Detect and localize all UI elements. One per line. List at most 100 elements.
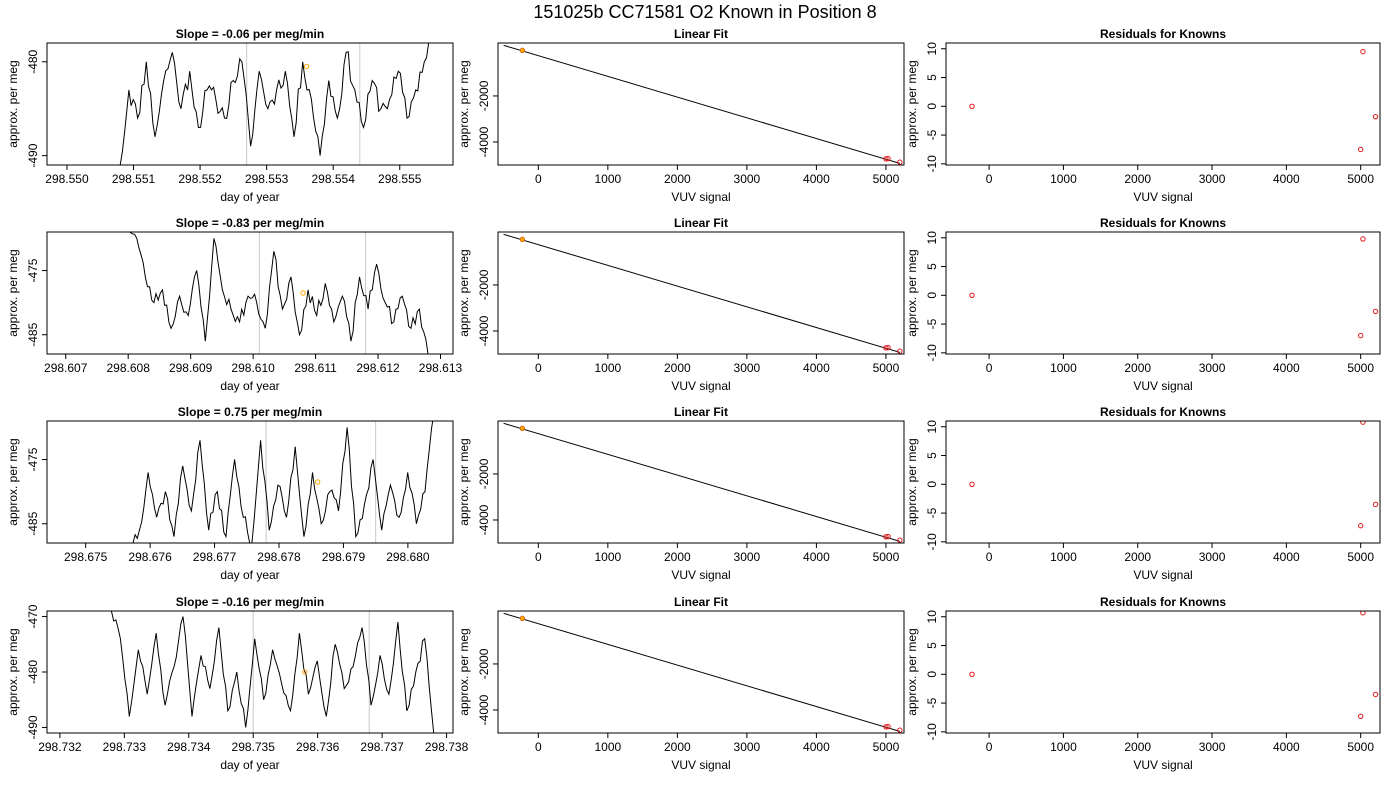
y-tick-label: 5	[925, 452, 939, 459]
data-point	[883, 156, 889, 162]
data-point	[1372, 691, 1379, 698]
x-axis-label: day of year	[220, 568, 279, 582]
panel-title: Slope = -0.83 per meg/min	[176, 216, 324, 230]
data-point	[1357, 332, 1364, 339]
x-tick-label: 0	[986, 550, 993, 564]
x-tick-label: 298.738	[425, 740, 469, 754]
x-axis-label: VUV signal	[1133, 379, 1192, 393]
y-tick-label: -485	[26, 322, 40, 346]
x-tick-label: 298.551	[112, 172, 156, 186]
y-tick-label: 0	[925, 103, 939, 110]
x-tick-label: 298.608	[107, 361, 151, 375]
panel-linear-fit-row4: Linear Fit 0 1000 2000 3000 4000 5000 -2000 -400…	[457, 595, 905, 772]
x-tick-label: 0	[986, 740, 993, 754]
y-tick-label: 10	[925, 420, 939, 434]
x-tick-label: 5000	[1347, 172, 1374, 186]
panel-residuals-row3: Residuals for Knowns 0 1000 2000 3000 4000 500…	[905, 405, 1381, 582]
x-tick-label: 298.675	[64, 550, 108, 564]
y-axis-label: approx. per meg	[6, 60, 20, 147]
plot-frame	[46, 42, 454, 166]
trace-line	[119, 43, 430, 165]
x-tick-label: 298.611	[294, 361, 337, 375]
x-tick-label: 298.732	[38, 740, 82, 754]
panel-title: Slope = -0.16 per meg/min	[176, 595, 324, 609]
plot-frame	[945, 420, 1381, 544]
data-point	[1360, 611, 1366, 616]
panel-trace-row2: Slope = -0.83 per meg/min 298.607 298.608 2…	[6, 216, 463, 393]
x-axis-label: day of year	[220, 379, 279, 393]
x-tick-label: 298.736	[296, 740, 340, 754]
x-tick-label: 4000	[1273, 172, 1300, 186]
highlight-point	[520, 237, 525, 242]
x-tick-label: 298.609	[169, 361, 213, 375]
x-tick-label: 4000	[803, 172, 830, 186]
y-axis-label: approx. per meg	[457, 438, 471, 525]
x-tick-label: 2000	[664, 361, 691, 375]
panel-linear-fit-row2: Linear Fit 0 1000 2000 3000 4000 5000 -2000 -400…	[457, 216, 905, 393]
data-point	[519, 425, 526, 432]
panel-residuals-row1: Residuals for Knowns 0 1000 2000 3000 4000 500…	[905, 27, 1381, 204]
y-tick-label: -10	[925, 723, 939, 741]
y-tick-label: -10	[925, 344, 939, 362]
panel-trace-row3: Slope = 0.75 per meg/min 298.675 298.676 29…	[6, 405, 454, 582]
y-axis-label: approx. per meg	[457, 628, 471, 715]
x-tick-label: 0	[535, 361, 542, 375]
highlight-point	[520, 48, 525, 53]
x-tick-label: 4000	[803, 740, 830, 754]
panel-title: Linear Fit	[674, 27, 728, 41]
y-tick-label: -4000	[477, 504, 491, 535]
panel-title: Linear Fit	[674, 595, 728, 609]
panel-linear-fit-row3: Linear Fit 0 1000 2000 3000 4000 5000 -2000 -400…	[457, 405, 905, 582]
x-tick-label: 1000	[1050, 550, 1077, 564]
y-tick-label: -4000	[477, 694, 491, 725]
y-axis-label: approx. per meg	[457, 60, 471, 147]
x-axis-label: day of year	[220, 190, 279, 204]
x-tick-label: 298.735	[232, 740, 276, 754]
x-tick-label: 1000	[594, 740, 621, 754]
plot-frame	[945, 610, 1381, 734]
y-tick-label: -490	[26, 143, 40, 167]
x-axis-label: VUV signal	[671, 379, 730, 393]
mean-point	[303, 63, 310, 70]
y-tick-label: -5	[925, 129, 939, 140]
panel-trace-row4: Slope = -0.16 per meg/min 298.732 298.733 2…	[6, 595, 469, 772]
data-point	[969, 292, 975, 299]
y-tick-label: 5	[925, 74, 939, 81]
data-point	[885, 155, 891, 162]
x-tick-label: 298.610	[231, 361, 275, 375]
plot-frame	[497, 420, 905, 544]
y-tick-label: 5	[925, 263, 939, 270]
x-tick-label: 0	[986, 361, 993, 375]
x-tick-label: 298.613	[419, 361, 463, 375]
x-tick-label: 2000	[664, 740, 691, 754]
figure-title: 151025b CC71581 O2 Known in Position 8	[533, 2, 876, 22]
x-tick-label: 1000	[594, 172, 621, 186]
x-tick-label: 298.734	[167, 740, 211, 754]
x-axis-label: VUV signal	[1133, 190, 1192, 204]
x-tick-label: 4000	[1273, 361, 1300, 375]
mean-point	[314, 479, 321, 485]
y-tick-label: 10	[925, 231, 939, 245]
data-point	[885, 344, 891, 351]
x-tick-label: 298.554	[312, 172, 356, 186]
x-axis-label: VUV signal	[1133, 568, 1192, 582]
data-point	[897, 727, 903, 733]
plot-frame	[945, 42, 1381, 166]
x-tick-label: 5000	[1347, 740, 1374, 754]
mean-point	[300, 290, 306, 296]
y-axis-label: approx. per meg	[905, 438, 919, 525]
plot-frame	[945, 231, 1381, 355]
x-tick-label: 1000	[1050, 361, 1077, 375]
data-point	[897, 159, 903, 165]
data-point	[969, 103, 975, 110]
x-tick-label: 298.680	[386, 550, 430, 564]
trace-line	[129, 232, 429, 354]
plot-frame	[497, 610, 905, 734]
trace-line	[130, 421, 434, 543]
panel-title: Residuals for Knowns	[1100, 405, 1226, 419]
y-tick-label: -470	[26, 604, 40, 628]
y-axis-label: approx. per meg	[905, 628, 919, 715]
x-tick-label: 298.677	[193, 550, 237, 564]
fit-line	[503, 44, 900, 164]
y-tick-label: 0	[925, 292, 939, 299]
